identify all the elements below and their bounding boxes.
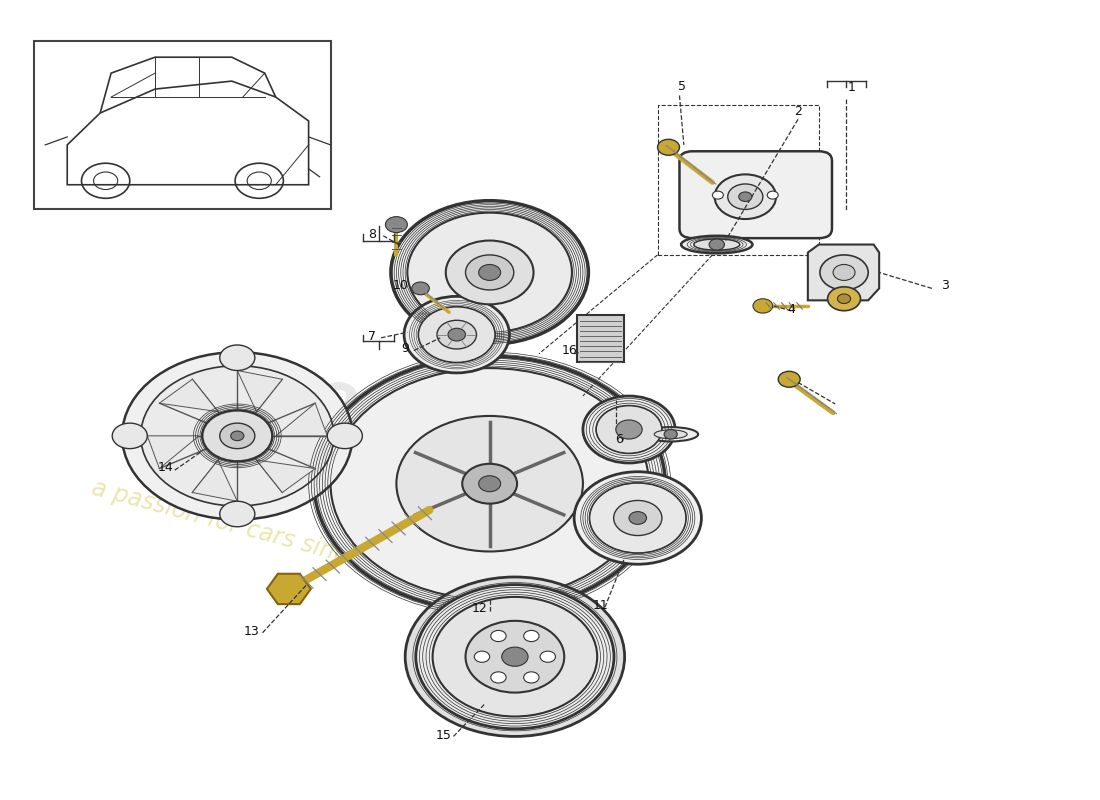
Circle shape xyxy=(827,286,860,310)
Text: 12: 12 xyxy=(472,602,487,615)
Circle shape xyxy=(768,191,778,199)
Circle shape xyxy=(462,464,517,504)
Text: 13: 13 xyxy=(244,625,260,638)
Circle shape xyxy=(614,501,662,535)
Circle shape xyxy=(404,296,509,373)
Circle shape xyxy=(437,320,476,349)
Circle shape xyxy=(122,352,352,519)
Circle shape xyxy=(728,184,763,210)
FancyBboxPatch shape xyxy=(680,151,832,238)
Circle shape xyxy=(491,630,506,642)
Circle shape xyxy=(574,472,702,564)
FancyBboxPatch shape xyxy=(34,42,331,209)
Circle shape xyxy=(524,630,539,642)
Text: 16: 16 xyxy=(562,344,578,357)
Circle shape xyxy=(754,298,772,313)
Polygon shape xyxy=(192,460,238,502)
Text: 1: 1 xyxy=(848,81,856,94)
Circle shape xyxy=(112,423,147,449)
Circle shape xyxy=(739,192,752,202)
Circle shape xyxy=(465,255,514,290)
Ellipse shape xyxy=(654,430,688,438)
Circle shape xyxy=(202,410,273,462)
Circle shape xyxy=(590,483,686,553)
Circle shape xyxy=(220,502,255,526)
Circle shape xyxy=(596,406,662,454)
Text: 14: 14 xyxy=(158,462,174,474)
Circle shape xyxy=(658,139,680,155)
Text: 5: 5 xyxy=(678,80,685,93)
Text: eurospares: eurospares xyxy=(199,336,587,493)
Circle shape xyxy=(664,430,678,439)
Text: 15: 15 xyxy=(436,729,451,742)
Circle shape xyxy=(583,396,675,463)
Circle shape xyxy=(141,366,333,506)
Text: a passion for cars since 1985: a passion for cars since 1985 xyxy=(89,476,429,588)
Text: 3: 3 xyxy=(942,279,949,293)
Circle shape xyxy=(220,423,255,449)
Circle shape xyxy=(616,420,642,439)
Circle shape xyxy=(396,416,583,551)
Ellipse shape xyxy=(694,239,740,250)
Polygon shape xyxy=(238,370,283,412)
Ellipse shape xyxy=(681,236,752,254)
Text: 10: 10 xyxy=(393,279,409,293)
Text: 4: 4 xyxy=(788,302,795,316)
Circle shape xyxy=(385,217,407,233)
Circle shape xyxy=(220,345,255,370)
Circle shape xyxy=(446,241,534,304)
Polygon shape xyxy=(276,403,328,436)
Circle shape xyxy=(837,294,850,303)
Circle shape xyxy=(432,597,597,717)
Circle shape xyxy=(448,328,465,341)
Text: 2: 2 xyxy=(794,105,802,118)
Text: 9: 9 xyxy=(402,342,409,354)
Circle shape xyxy=(315,356,666,611)
Circle shape xyxy=(416,585,614,729)
Circle shape xyxy=(502,647,528,666)
Circle shape xyxy=(474,651,490,662)
Circle shape xyxy=(390,201,588,344)
Text: 11: 11 xyxy=(593,599,608,612)
Ellipse shape xyxy=(644,427,698,442)
Polygon shape xyxy=(256,460,316,493)
Circle shape xyxy=(833,265,855,281)
Text: 6: 6 xyxy=(615,434,623,446)
Circle shape xyxy=(524,672,539,683)
Circle shape xyxy=(540,651,556,662)
Circle shape xyxy=(710,239,725,250)
Polygon shape xyxy=(160,379,218,412)
Circle shape xyxy=(231,431,244,441)
Circle shape xyxy=(416,585,614,729)
Circle shape xyxy=(629,512,647,524)
Circle shape xyxy=(405,577,625,737)
Text: 8: 8 xyxy=(368,228,376,241)
Circle shape xyxy=(411,282,429,294)
Circle shape xyxy=(407,213,572,332)
Polygon shape xyxy=(147,436,199,469)
Circle shape xyxy=(465,621,564,693)
Circle shape xyxy=(491,672,506,683)
Circle shape xyxy=(418,306,495,362)
Circle shape xyxy=(778,371,800,387)
Circle shape xyxy=(328,423,362,449)
Circle shape xyxy=(820,255,868,290)
Polygon shape xyxy=(807,245,879,300)
Circle shape xyxy=(478,476,500,492)
Polygon shape xyxy=(267,574,311,604)
Circle shape xyxy=(331,368,649,599)
Text: 7: 7 xyxy=(368,330,376,342)
Polygon shape xyxy=(578,315,624,362)
Circle shape xyxy=(715,174,775,219)
Circle shape xyxy=(478,265,500,281)
Circle shape xyxy=(713,191,724,199)
